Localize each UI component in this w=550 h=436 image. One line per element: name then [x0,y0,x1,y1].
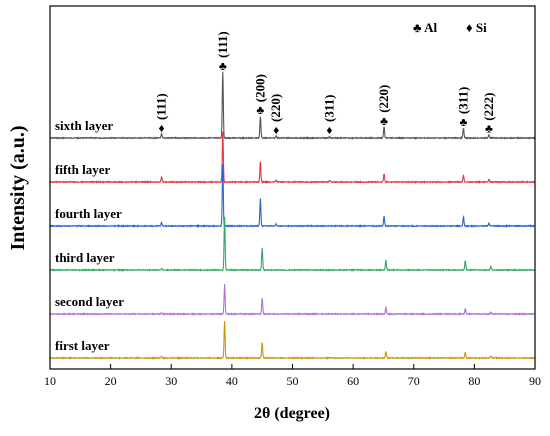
series-label: first layer [55,338,110,353]
series-line-3 [49,164,536,229]
peak-label: (111) [215,31,230,58]
peak-marker: ♦ [273,123,279,137]
x-tick-label: 50 [287,374,299,388]
series-labels: sixth layer fifth layer fourth layer third … [55,118,124,353]
peak-marker: ♣ [219,59,227,73]
x-tick-label: 90 [529,374,541,388]
peak-label: (220) [268,94,283,122]
series-line-5 [49,284,536,317]
series-line-1 [49,71,536,141]
legend-entry-al: ♣ Al [413,20,437,35]
peak-marker: ♦ [326,123,332,137]
series-line-4 [49,216,536,272]
legend: ♣ Al ♦ Si [413,20,487,35]
series-label: third layer [55,250,115,265]
peak-marker: ♣ [485,122,493,136]
x-tick-label: 70 [408,374,420,388]
peak-label: (311) [455,87,470,114]
peak-marker: ♣ [256,103,264,117]
x-tick-label: 40 [226,374,238,388]
peak-marker: ♦ [158,121,164,135]
x-axis: 10 20 30 40 50 60 70 80 90 [44,364,541,388]
peak-label: (222) [481,93,496,121]
series-layer [49,71,536,361]
series-line-2 [49,131,536,185]
series-label: sixth layer [55,118,113,133]
series-label: second layer [55,294,124,309]
x-tick-label: 30 [165,374,177,388]
y-axis-label: Intensity (a.u.) [7,125,29,250]
peak-label: (200) [252,74,267,102]
x-tick-label: 10 [44,374,56,388]
peak-label: (311) [321,95,336,122]
series-label: fifth layer [55,162,110,177]
series-label: fourth layer [55,206,122,221]
x-tick-label: 80 [468,374,480,388]
x-tick-label: 20 [105,374,117,388]
peak-annotations: ♦(111)♣(111)♣(200)♦(220)♦(311) ♣(220)♣(31… [154,31,496,137]
peak-marker: ♣ [380,114,388,128]
legend-entry-si: ♦ Si [466,20,487,35]
x-tick-label: 60 [347,374,359,388]
peak-label: (111) [154,93,169,120]
x-axis-label: 2θ (degree) [254,405,330,422]
peak-marker: ♣ [460,115,468,129]
series-line-6 [49,320,536,361]
peak-label: (220) [376,85,391,113]
